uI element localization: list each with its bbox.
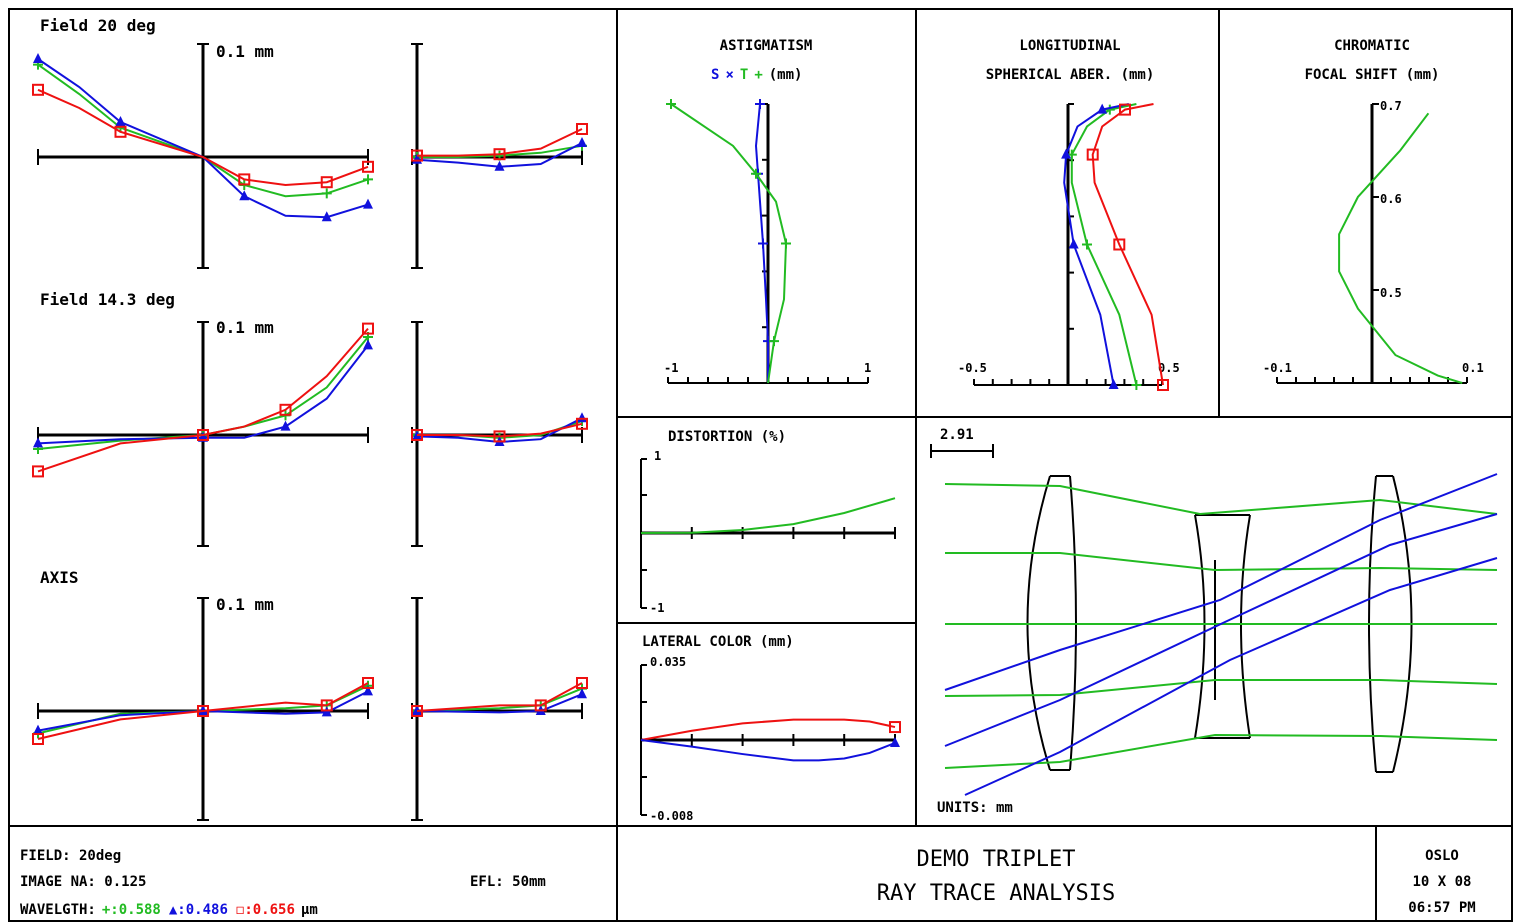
- astig-title: ASTIGMATISM: [720, 38, 813, 54]
- footer-title-2: RAY TRACE ANALYSIS: [877, 881, 1115, 906]
- chrom-xmax-label: 0.1: [1462, 361, 1484, 375]
- astig-legend: S × T + (mm): [711, 67, 802, 83]
- fan-point-blue: [363, 199, 373, 209]
- chrom-xmin-label: -0.1: [1263, 361, 1292, 375]
- long-marker-blue: [1069, 239, 1079, 249]
- svg-text:S×T+(mm): S × T + (mm): [711, 67, 802, 83]
- lens-layout-plot: 2.91 UNITS: mm: [931, 427, 1497, 816]
- layout-scale-label: 2.91: [940, 427, 974, 443]
- footer-date: 10 X 08: [1412, 874, 1471, 890]
- long-title-1: LONGITUDINAL: [1019, 38, 1120, 54]
- footer-wavelength: WAVELGTH: +:0.588 ▲:0.486 ◻:0.656 μm: [20, 902, 318, 918]
- fan-scale-field-14: 0.1 mm: [216, 318, 274, 337]
- fan-label-axis: AXIS: [40, 568, 79, 587]
- fan-point-green: [363, 174, 373, 184]
- chromatic-plot: [1277, 104, 1467, 383]
- astig-xmax-label: 1: [864, 361, 871, 375]
- footer-brand: OSLO: [1425, 848, 1459, 864]
- footer-field: FIELD: 20deg: [20, 848, 121, 864]
- dist-curve: [641, 498, 895, 533]
- chrom-title-2: FOCAL SHIFT (mm): [1305, 67, 1440, 83]
- footer-image-na: IMAGE NA: 0.125: [20, 874, 146, 890]
- chrom-tick-label-0: 0.7: [1380, 99, 1402, 113]
- lateral-color-plot: [641, 665, 900, 815]
- astigmatism-plot: [666, 99, 868, 383]
- panel-borders: [9, 9, 1512, 921]
- dist-ymax-label: 1: [654, 449, 661, 463]
- lat-curve-blue: [641, 740, 895, 760]
- fan-curve-red: [417, 683, 582, 711]
- fan-scale-field-20: 0.1 mm: [216, 42, 274, 61]
- astig-marker-T: [769, 336, 779, 346]
- fan-point-blue: [116, 116, 126, 126]
- ray-fan-field-20-sagittal: [411, 44, 587, 268]
- fan-point-green: [322, 188, 332, 198]
- wave-green: +:0.588: [102, 902, 161, 918]
- astig-marker-T: [781, 239, 791, 249]
- longitudinal-plot: [974, 104, 1168, 390]
- long-marker-green: [1082, 240, 1092, 250]
- astig-legend-s-mark: ×: [725, 67, 733, 83]
- fan-point-blue: [281, 421, 291, 431]
- ray-fan-axis-sagittal: [411, 598, 587, 820]
- astig-legend-t: T: [740, 67, 748, 83]
- ray-fan-field-20-tangential: [33, 44, 373, 268]
- fan-point-blue: [33, 53, 43, 63]
- fan-scale-axis: 0.1 mm: [216, 595, 274, 614]
- footer-time: 06:57 PM: [1408, 900, 1475, 916]
- astig-legend-s: S: [711, 67, 719, 83]
- chrom-tick-label-1: 0.6: [1380, 192, 1402, 206]
- astig-legend-t-mark: +: [754, 67, 762, 83]
- long-title-2: SPHERICAL ABER. (mm): [986, 67, 1155, 83]
- fan-label-field-20: Field 20 deg: [40, 16, 156, 35]
- fan-curve-green: [417, 689, 582, 711]
- fan-label-field-14: Field 14.3 deg: [40, 290, 175, 309]
- wave-prefix: WAVELGTH:: [20, 902, 96, 918]
- fan-point-blue: [577, 412, 587, 422]
- wave-unit: μm: [301, 902, 318, 918]
- footer-efl: EFL: 50mm: [470, 874, 546, 890]
- lat-ymin-label: -0.008: [650, 809, 693, 823]
- lat-curve-red: [641, 720, 895, 740]
- dist-title: DISTORTION (%): [668, 429, 786, 445]
- lat-title: LATERAL COLOR (mm): [642, 634, 794, 650]
- astig-xmin-label: -1: [664, 361, 678, 375]
- chrom-title-1: CHROMATIC: [1334, 38, 1410, 54]
- scale-bar: [931, 444, 993, 458]
- footer-title-1: DEMO TRIPLET: [917, 847, 1076, 872]
- lens-element-2: [1195, 515, 1250, 738]
- astig-legend-unit: (mm): [769, 67, 803, 83]
- lat-ymax-label: 0.035: [650, 655, 686, 669]
- wave-blue: ▲:0.486: [169, 902, 228, 918]
- ray-fan-field-14-sagittal: [411, 322, 587, 546]
- dist-ymin-label: -1: [650, 601, 664, 615]
- long-curve-red: [1093, 104, 1163, 385]
- long-marker-green: [1131, 380, 1141, 390]
- layout-units-label: UNITS: mm: [937, 800, 1013, 816]
- astig-marker-S: [755, 99, 765, 109]
- lat-marker-blue: [890, 737, 900, 747]
- ray-fan-field-14-tangential: [33, 322, 373, 546]
- long-xmin-label: -0.5: [958, 361, 987, 375]
- chrom-curve: [1339, 113, 1462, 383]
- chrom-tick-label-2: 0.5: [1380, 286, 1402, 300]
- footer: FIELD: 20deg IMAGE NA: 0.125 EFL: 50mm W…: [20, 847, 1476, 918]
- distortion-plot: [641, 459, 895, 608]
- ray-fan-axis-tangential: [33, 598, 373, 820]
- long-curve-green: [1072, 104, 1137, 385]
- wave-red: ◻:0.656: [236, 902, 295, 918]
- fan-point-blue: [577, 137, 587, 147]
